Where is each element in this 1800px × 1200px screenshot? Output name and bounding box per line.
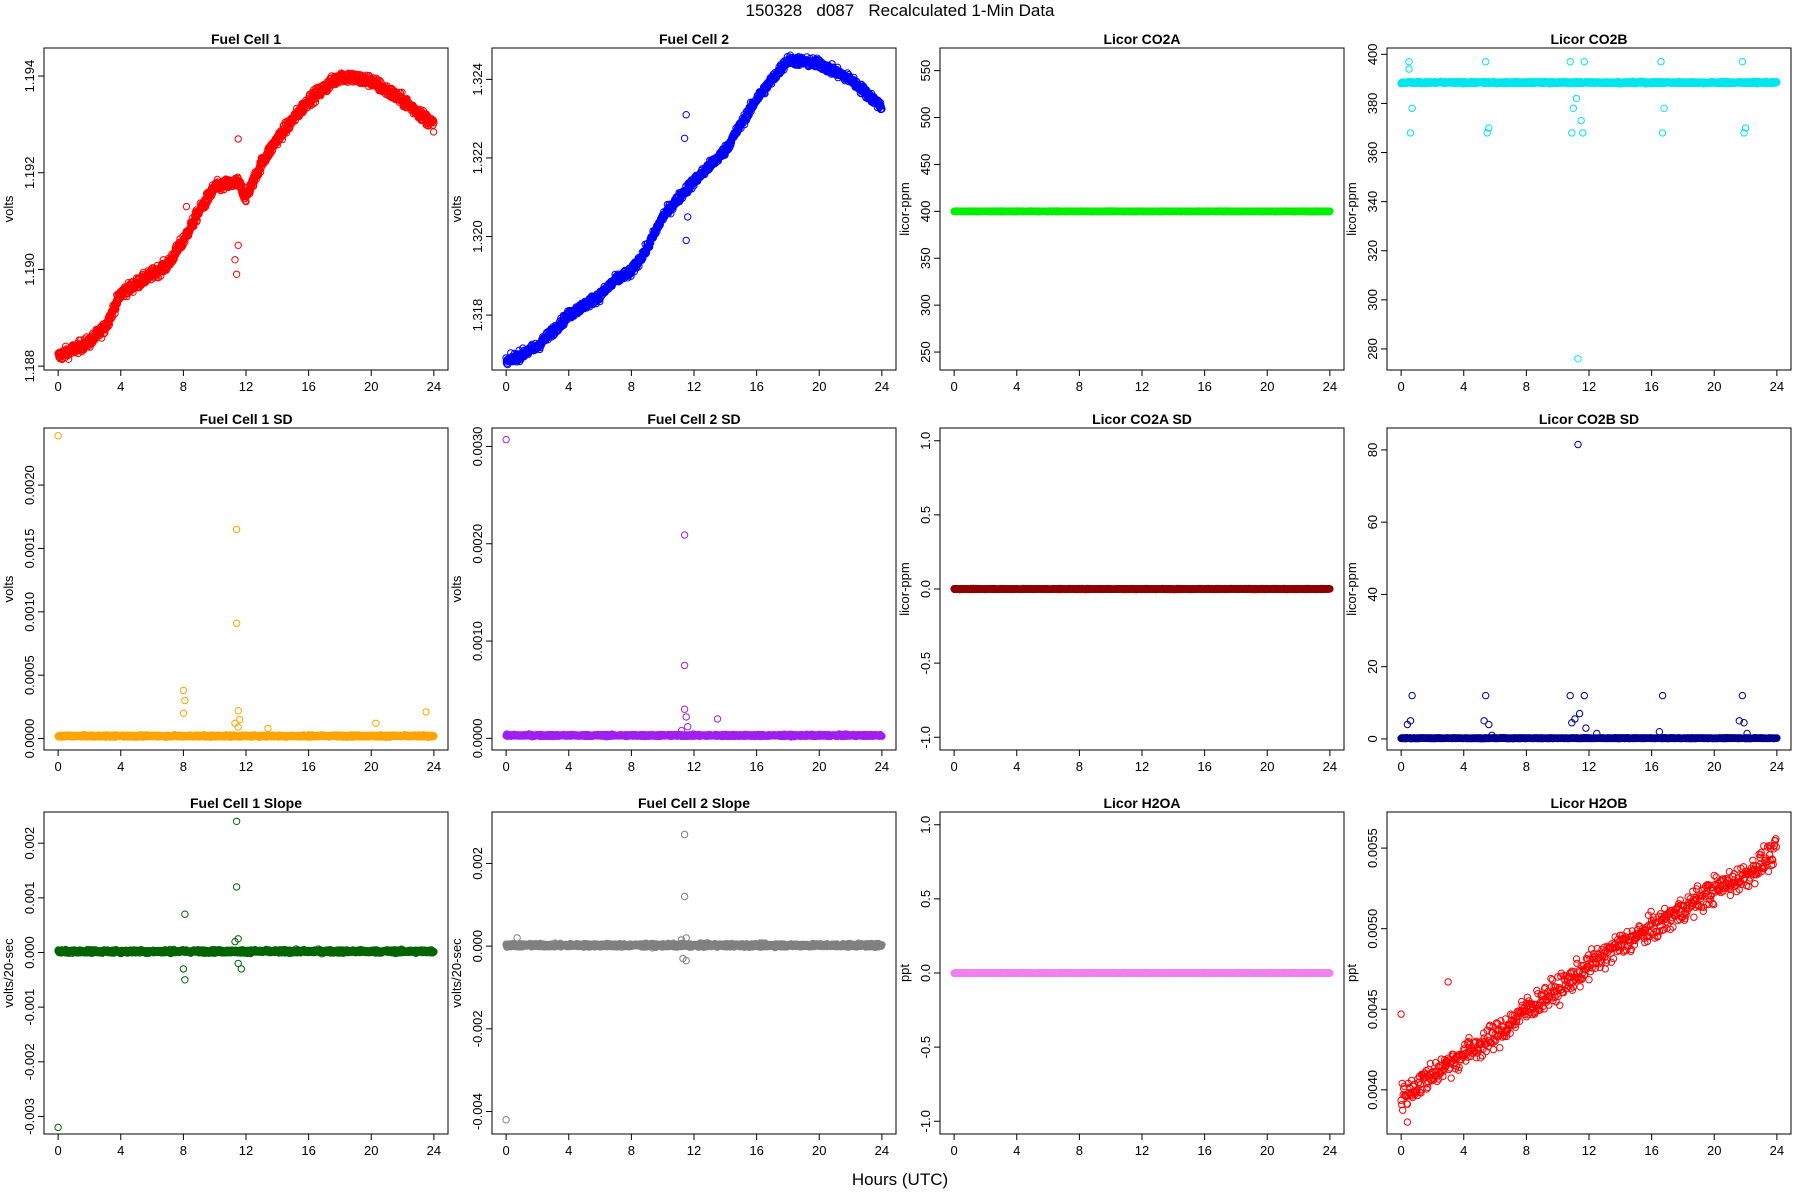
x-tick-label: 12 bbox=[1135, 379, 1149, 394]
y-tick-label: 500 bbox=[918, 107, 933, 129]
x-tick-label: 16 bbox=[1644, 379, 1658, 394]
x-tick-label: 8 bbox=[180, 379, 187, 394]
panel-title: Fuel Cell 1 bbox=[211, 31, 281, 47]
data-point bbox=[234, 241, 242, 250]
x-tick-label: 4 bbox=[565, 379, 572, 394]
plot-frame bbox=[1386, 47, 1792, 371]
x-tick-label: 24 bbox=[875, 379, 889, 394]
y-axis-label: licor-ppm bbox=[897, 182, 912, 235]
x-tick-label: 16 bbox=[749, 379, 763, 394]
y-tick-label: 250 bbox=[918, 341, 933, 363]
x-tick-label: 4 bbox=[1013, 379, 1020, 394]
data-points bbox=[502, 51, 886, 369]
x-tick-label: 20 bbox=[1260, 379, 1274, 394]
y-axis-label: volts bbox=[449, 195, 464, 222]
x-tick-label: 24 bbox=[427, 379, 441, 394]
x-tick-label: 4 bbox=[117, 379, 124, 394]
chart-panel: Fuel Cell 1 0 4 8 12 16 20 24 1.188 1.190 1.192 1.1… bbox=[1, 31, 449, 394]
y-tick-label: 350 bbox=[918, 247, 933, 269]
x-tick-label: 8 bbox=[628, 379, 635, 394]
data-point bbox=[129, 288, 137, 296]
page-title: 150328 d087 Recalculated 1-Min Data bbox=[745, 1, 1055, 20]
data-point bbox=[182, 202, 191, 211]
data-point bbox=[682, 236, 690, 245]
x-tick-label: 0 bbox=[1398, 379, 1405, 394]
x-axis-caption: Hours (UTC) bbox=[851, 1170, 949, 1189]
x-tick-label: 20 bbox=[1707, 379, 1721, 394]
y-tick-label: 1.192 bbox=[22, 156, 37, 189]
y-tick-label: 450 bbox=[918, 154, 933, 176]
x-tick-label: 8 bbox=[1523, 379, 1530, 394]
x-tick-label: 4 bbox=[1460, 379, 1467, 394]
data-point bbox=[232, 270, 241, 278]
x-tick-label: 8 bbox=[1076, 379, 1083, 394]
y-tick-label: 1.318 bbox=[470, 299, 485, 332]
x-tick-label: 20 bbox=[364, 379, 378, 394]
x-tick-label: 24 bbox=[1770, 379, 1784, 394]
y-tick-label: 1.320 bbox=[470, 220, 485, 253]
chart-panel: Licor CO2A 0 4 8 12 16 20 24 250 300 350 400 450 500 5… bbox=[897, 31, 1345, 394]
y-tick-label: 1.322 bbox=[470, 142, 485, 175]
y-axis-label: licor-ppm bbox=[1344, 182, 1359, 235]
x-tick-label: 12 bbox=[239, 379, 253, 394]
data-point bbox=[231, 256, 239, 264]
chart-panel: Licor CO2B 0 4 8 12 16 20 24 280 300 320 340 360 380 4… bbox=[1344, 31, 1792, 394]
y-tick-label: 280 bbox=[1365, 338, 1380, 360]
data-point bbox=[111, 309, 119, 318]
panel-title: Fuel Cell 2 bbox=[659, 31, 729, 47]
y-tick-label: 380 bbox=[1365, 93, 1380, 115]
data-point bbox=[429, 128, 438, 136]
panel-title: Licor CO2B bbox=[1550, 31, 1627, 47]
x-tick-label: 20 bbox=[812, 379, 826, 394]
y-tick-label: 320 bbox=[1365, 240, 1380, 262]
data-point bbox=[90, 336, 99, 345]
y-tick-label: 300 bbox=[1365, 289, 1380, 311]
data-point bbox=[680, 134, 689, 143]
y-axis-label: volts bbox=[1, 195, 16, 222]
y-tick-label: 360 bbox=[1365, 142, 1380, 164]
plot-frame bbox=[491, 47, 897, 371]
y-tick-label: 340 bbox=[1365, 191, 1380, 213]
data-point bbox=[682, 111, 690, 119]
data-point bbox=[684, 213, 692, 221]
panel-title: Licor CO2A bbox=[1103, 31, 1180, 47]
y-tick-label: 1.194 bbox=[22, 60, 37, 93]
data-points bbox=[54, 69, 438, 364]
y-tick-label: 1.190 bbox=[22, 253, 37, 286]
y-tick-label: 1.324 bbox=[470, 63, 485, 96]
y-tick-label: 1.188 bbox=[22, 350, 37, 383]
x-tick-label: 0 bbox=[55, 379, 62, 394]
data-points bbox=[950, 207, 1334, 216]
x-tick-label: 0 bbox=[951, 379, 958, 394]
data-point bbox=[234, 135, 242, 143]
x-tick-label: 16 bbox=[301, 379, 315, 394]
x-tick-label: 12 bbox=[687, 379, 701, 394]
y-tick-label: 550 bbox=[918, 60, 933, 82]
y-tick-label: 400 bbox=[1365, 43, 1380, 65]
data-points bbox=[1397, 58, 1781, 363]
x-tick-label: 16 bbox=[1197, 379, 1211, 394]
x-tick-label: 0 bbox=[503, 379, 510, 394]
y-tick-label: 300 bbox=[918, 294, 933, 316]
chart-panel: Fuel Cell 2 0 4 8 12 16 20 24 1.318 1.320 1.322 1.3… bbox=[449, 31, 897, 394]
x-tick-label: 24 bbox=[1323, 379, 1337, 394]
x-tick-label: 12 bbox=[1582, 379, 1596, 394]
y-tick-label: 400 bbox=[918, 200, 933, 222]
